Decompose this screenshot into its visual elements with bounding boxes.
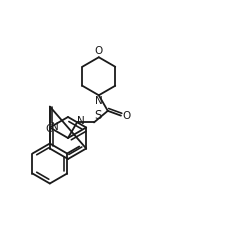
Text: N: N [95, 96, 103, 106]
Text: O: O [95, 46, 103, 56]
Text: N: N [51, 123, 59, 132]
Text: O: O [46, 124, 54, 134]
Text: N: N [78, 116, 85, 126]
Text: O: O [122, 111, 130, 121]
Text: S: S [94, 109, 102, 122]
